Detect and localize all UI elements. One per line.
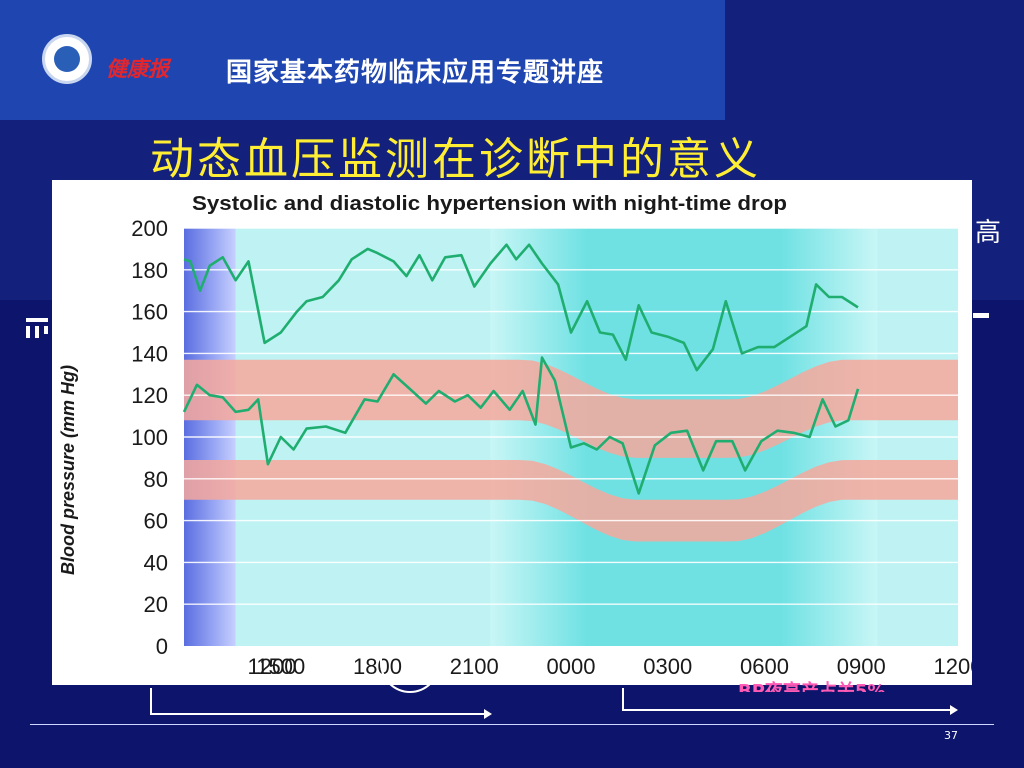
connector-line xyxy=(622,709,952,711)
connector-line xyxy=(150,688,152,714)
arrow-head-icon xyxy=(950,705,958,715)
diastolic-series-line xyxy=(182,356,860,495)
y-axis-label: Blood pressure (mm Hg) xyxy=(58,365,78,575)
brand-name: 健康报 xyxy=(106,56,169,81)
bullet-icon xyxy=(26,318,48,338)
x-tick-label: 1500 xyxy=(256,654,305,679)
y-tick-label: 180 xyxy=(131,258,168,283)
header-banner: 健康报 国家基本药物临床应用专题讲座 xyxy=(0,0,725,120)
systolic-series-line xyxy=(183,243,859,372)
arrow-head-icon xyxy=(484,709,492,719)
x-tick-label: 0300 xyxy=(643,654,692,679)
bullet-dash-icon xyxy=(973,313,989,318)
x-tick-label: 0000 xyxy=(547,654,596,679)
slide-title: 动态血压监测在诊断中的意义 xyxy=(150,134,761,185)
y-tick-label: 120 xyxy=(131,383,168,408)
y-tick-label: 60 xyxy=(144,509,168,534)
y-tick-label: 20 xyxy=(144,592,168,617)
y-tick-label: 40 xyxy=(144,550,168,575)
x-tick-label: 0900 xyxy=(837,654,886,679)
x-tick-label: 1200 xyxy=(934,654,972,679)
y-tick-label: 200 xyxy=(131,216,168,241)
footer-divider xyxy=(30,724,994,725)
emblem-icon xyxy=(42,34,92,84)
connector-line xyxy=(622,688,624,710)
hidden-text-fragment: BP夜高产占关5% xyxy=(738,681,886,692)
x-tick-label: 0600 xyxy=(740,654,789,679)
x-tick-label: 1200 xyxy=(248,654,297,679)
x-tick-label: 2100 xyxy=(450,654,499,679)
y-tick-label: 0 xyxy=(156,634,168,659)
bp-chart: 0 20 40 60 80 100 120 140 160 180 200 1200 1500 1800… xyxy=(52,180,972,685)
y-tick-label: 140 xyxy=(131,341,168,366)
systolic-normal-band xyxy=(184,359,958,458)
connector-line xyxy=(150,713,486,715)
chart-title: Systolic and diastolic hypertension with… xyxy=(192,193,787,215)
page-number: 37 xyxy=(944,729,958,742)
side-text-fragment: 高 xyxy=(975,218,1002,248)
y-tick-label: 160 xyxy=(131,300,168,325)
y-tick-label: 100 xyxy=(131,425,168,450)
y-tick-label: 80 xyxy=(144,467,168,492)
banner-title: 国家基本药物临床应用专题讲座 xyxy=(226,58,605,88)
